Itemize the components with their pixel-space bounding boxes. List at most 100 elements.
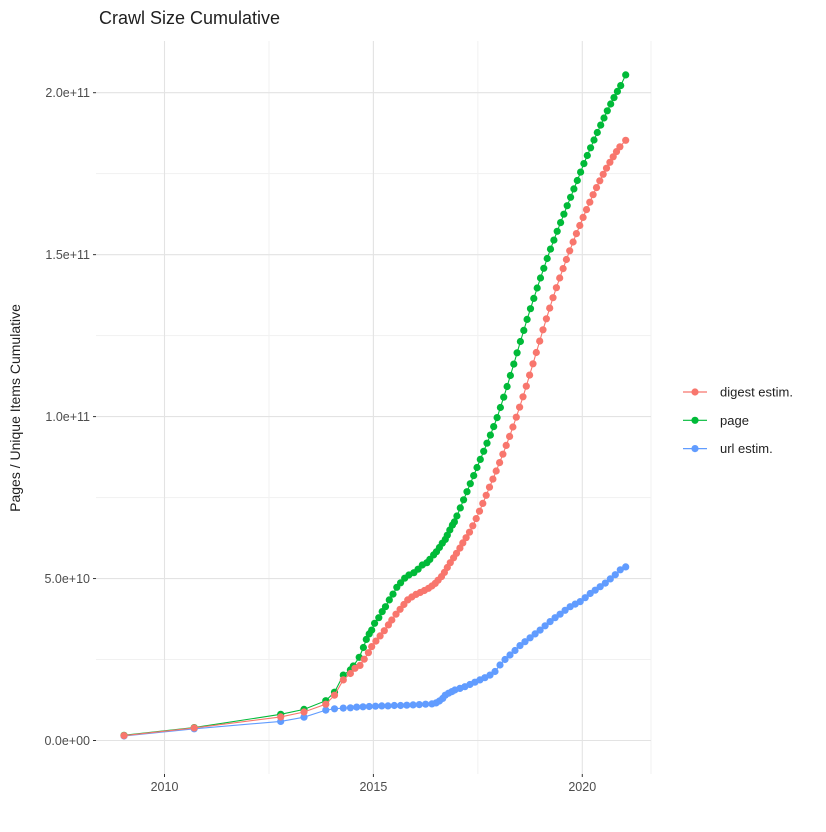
- data-point-page: [483, 439, 491, 447]
- data-point-url-estim: [346, 704, 354, 712]
- data-point-page: [520, 326, 528, 334]
- data-point-digest-estim: [546, 304, 554, 312]
- legend-item-url-estim: url estim.: [683, 441, 773, 456]
- data-point-digest-estim: [539, 326, 547, 334]
- data-point-page: [600, 114, 608, 122]
- data-point-page: [362, 635, 370, 644]
- series-digest-estim: [120, 136, 630, 740]
- data-point-digest-estim: [372, 637, 380, 645]
- data-point-page: [587, 144, 595, 152]
- data-point-digest-estim: [479, 499, 487, 507]
- data-point-url-estim: [359, 703, 367, 711]
- data-point-digest-estim: [596, 177, 604, 185]
- y-tick-label: 1.0e+11: [45, 410, 90, 424]
- data-point-url-estim: [526, 634, 534, 642]
- data-point-url-estim: [581, 594, 589, 602]
- data-point-url-estim: [601, 579, 609, 587]
- data-point-page: [473, 463, 481, 472]
- data-point-url-estim: [330, 705, 339, 713]
- data-point-digest-estim: [502, 441, 510, 449]
- data-point-digest-estim: [489, 475, 497, 483]
- data-point-page: [375, 614, 383, 622]
- data-point-digest-estim: [368, 643, 376, 651]
- data-point-page: [513, 349, 521, 357]
- data-point-digest-estim: [552, 284, 561, 292]
- data-point-page: [580, 160, 588, 168]
- data-point-page: [540, 264, 548, 272]
- data-point-digest-estim: [452, 549, 461, 557]
- data-point-digest-estim: [300, 708, 308, 716]
- data-point-digest-estim: [609, 153, 617, 161]
- data-point-digest-estim: [562, 255, 571, 264]
- data-point-page: [510, 360, 518, 368]
- data-point-page: [577, 168, 585, 176]
- data-point-url-estim: [546, 618, 554, 626]
- data-point-url-estim: [556, 610, 564, 618]
- data-point-url-estim: [415, 701, 423, 709]
- data-series-layer: [120, 71, 630, 740]
- data-point-page: [590, 136, 598, 144]
- data-point-url-estim: [511, 646, 519, 655]
- data-point-url-estim: [521, 638, 529, 646]
- data-point-url-estim: [496, 661, 504, 669]
- data-point-digest-estim: [475, 507, 484, 515]
- axis-tick-marks: [93, 92, 583, 777]
- data-point-page: [456, 504, 464, 512]
- axis-tick-labels: 0.0e+00 5.0e+10 1.0e+11 1.5e+11 2.0e+11 2010 2…: [44, 86, 596, 794]
- data-point-page: [368, 626, 376, 634]
- legend-item-page: page: [683, 413, 749, 428]
- data-point-url-estim: [397, 701, 405, 710]
- data-point-digest-estim: [526, 371, 534, 379]
- data-point-url-estim: [491, 667, 499, 676]
- data-point-digest-estim: [522, 382, 530, 390]
- legend-key-point: [691, 416, 699, 424]
- x-tick-label: 2010: [151, 780, 179, 794]
- data-point-digest-estim: [360, 655, 368, 663]
- data-point-digest-estim: [519, 393, 527, 401]
- data-point-page: [526, 305, 535, 313]
- data-point-digest-estim: [322, 700, 330, 708]
- data-point-digest-estim: [499, 450, 507, 458]
- data-point-page: [553, 227, 561, 235]
- data-point-url-estim: [531, 630, 539, 638]
- data-point-digest-estim: [586, 198, 594, 206]
- data-point-page: [466, 480, 474, 488]
- data-point-digest-estim: [346, 669, 354, 678]
- data-point-page: [397, 579, 405, 587]
- data-point-page: [543, 254, 551, 263]
- data-point-url-estim: [596, 583, 604, 591]
- data-point-digest-estim: [339, 676, 347, 684]
- data-point-page: [476, 455, 484, 463]
- data-point-digest-estim: [376, 632, 384, 640]
- data-point-page: [381, 603, 390, 611]
- legend: digest estim. page url estim.: [683, 385, 793, 456]
- data-point-url-estim: [409, 701, 417, 709]
- data-point-page: [613, 87, 622, 95]
- data-point-digest-estim: [622, 136, 630, 144]
- data-point-page: [460, 496, 468, 504]
- data-point-digest-estim: [592, 184, 601, 192]
- data-point-url-estim: [536, 626, 544, 634]
- data-point-url-estim: [371, 702, 380, 710]
- data-point-digest-estim: [579, 213, 587, 221]
- data-point-page: [563, 202, 571, 210]
- y-tick-label: 5.0e+10: [44, 572, 90, 586]
- data-point-digest-estim: [392, 610, 400, 618]
- data-point-page: [530, 294, 538, 302]
- data-point-page: [567, 193, 575, 201]
- data-point-digest-estim: [542, 315, 551, 323]
- gridlines-major: [96, 41, 651, 774]
- data-point-digest-estim: [549, 294, 557, 302]
- data-point-digest-estim: [485, 483, 494, 491]
- y-tick-label: 1.5e+11: [45, 248, 90, 262]
- data-point-page: [583, 151, 591, 160]
- data-point-page: [496, 403, 504, 412]
- data-point-url-estim: [390, 701, 398, 710]
- data-point-digest-estim: [506, 432, 514, 440]
- data-point-digest-estim: [190, 724, 198, 732]
- data-point-url-estim: [486, 671, 494, 679]
- data-point-digest-estim: [380, 627, 388, 635]
- data-point-digest-estim: [589, 191, 597, 199]
- data-point-url-estim: [576, 598, 584, 606]
